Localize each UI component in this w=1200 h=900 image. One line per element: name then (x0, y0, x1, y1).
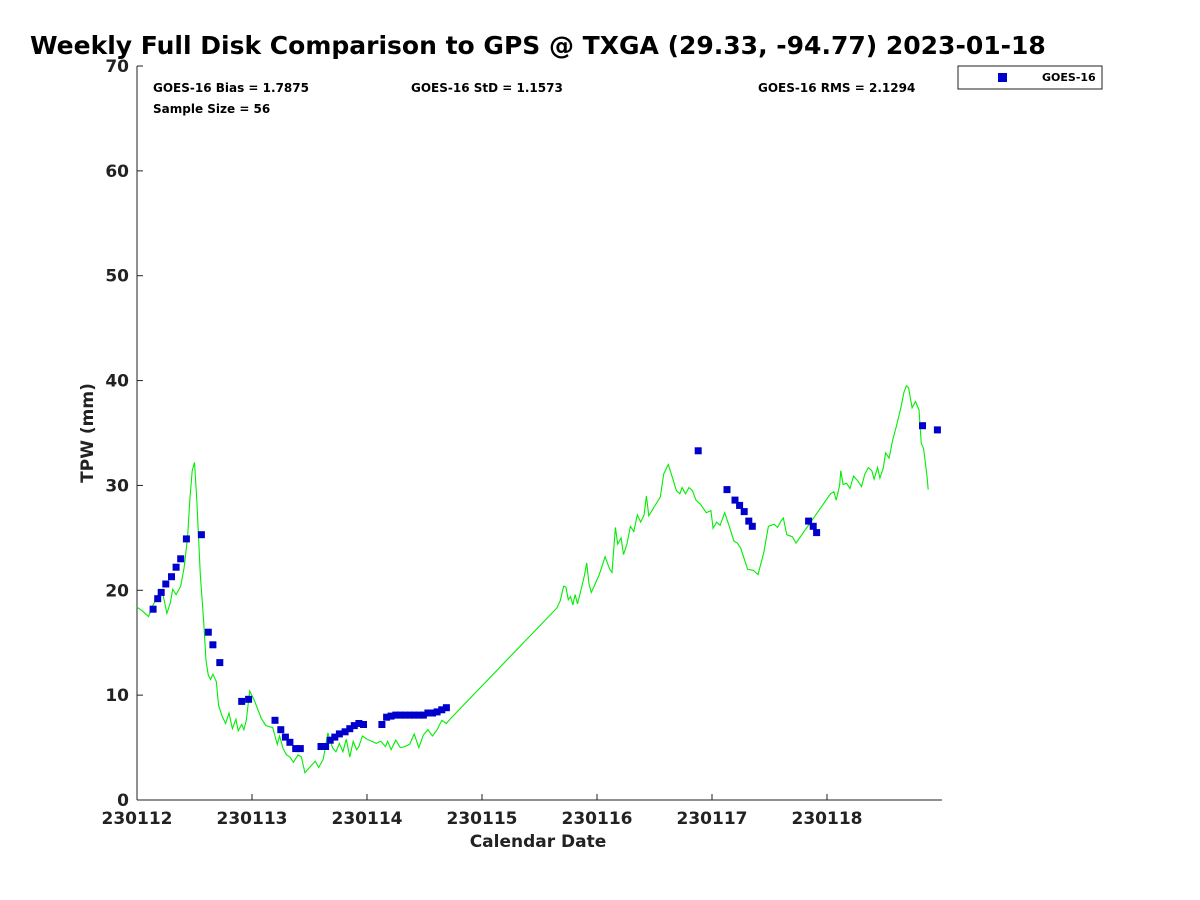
goes16-point (731, 496, 739, 504)
goes16-point (415, 711, 423, 719)
goes16-point (168, 573, 175, 581)
goes16-point (286, 738, 294, 746)
goes16-point (396, 711, 404, 719)
goes16-point (424, 709, 432, 717)
y-tick-label: 70 (105, 57, 129, 77)
y-tick-label: 40 (105, 372, 129, 392)
y-tick-label: 30 (105, 476, 129, 496)
x-tick-label: 230117 (677, 809, 748, 829)
goes16-point (296, 745, 304, 753)
x-axis: 230112 230113 230114 230115 230116 230117 2301… (102, 794, 863, 829)
goes16-point (154, 595, 162, 603)
goes16-point (355, 720, 363, 727)
legend-marker (998, 73, 1007, 82)
y-tick-label: 50 (105, 267, 129, 287)
goes16-point (392, 711, 400, 719)
goes16-point (736, 501, 744, 509)
y-tick-label: 60 (105, 162, 129, 182)
goes16-point (204, 628, 212, 636)
goes16-point (419, 711, 427, 719)
goes16-point (809, 522, 817, 530)
sample-size-stat: Sample Size = 56 (153, 102, 270, 116)
goes16-point (740, 508, 748, 516)
y-tick-label: 20 (105, 581, 129, 601)
goes16-point (162, 580, 170, 588)
x-tick-label: 230118 (792, 809, 863, 829)
goes16-point (326, 736, 334, 744)
goes16-point (933, 426, 941, 434)
goes16-point (410, 711, 418, 719)
goes16-point (341, 728, 349, 736)
goes16-point (331, 733, 339, 741)
goes16-point (149, 605, 157, 613)
goes16-point (350, 722, 358, 730)
goes16-point (281, 733, 289, 741)
legend-box (957, 65, 1103, 90)
goes16-point (335, 730, 343, 738)
goes16-point (238, 697, 246, 705)
goes16-point (271, 716, 279, 724)
goes16-point (805, 517, 813, 525)
goes16-point (277, 726, 285, 734)
goes16-point (813, 529, 821, 537)
goes16-point (383, 713, 391, 721)
x-tick-label: 230113 (217, 809, 288, 829)
goes16-point (317, 743, 325, 750)
goes16-point (378, 721, 386, 728)
goes16-point (438, 706, 446, 714)
gps-tpw-line (136, 384, 929, 774)
goes16-point (694, 447, 702, 455)
goes16-point (387, 712, 395, 720)
x-tick-label: 230114 (332, 809, 403, 829)
rms-stat: GOES-16 RMS = 2.1294 (758, 81, 915, 95)
std-stat: GOES-16 StD = 1.1573 (411, 81, 563, 95)
goes16-point (723, 486, 731, 494)
goes16-point (177, 555, 185, 563)
legend-label: GOES-16 (1042, 71, 1096, 84)
goes16-point (442, 704, 450, 712)
series-layer (136, 384, 941, 774)
goes16-point (182, 535, 190, 543)
x-tick-label: 230112 (102, 809, 173, 829)
goes16-point (216, 659, 224, 667)
goes16-point (406, 711, 414, 719)
goes16-point (157, 588, 165, 596)
goes16-point (401, 711, 409, 719)
x-tick-label: 230115 (447, 809, 518, 829)
y-axis: 0 10 20 30 40 50 60 70 (105, 57, 143, 811)
legend: GOES-16 (957, 65, 1103, 90)
goes16-point (245, 695, 253, 703)
goes16-point (209, 641, 217, 649)
y-axis-label: TPW (mm) (78, 383, 98, 483)
x-axis-label: Calendar Date (470, 832, 607, 852)
y-tick-label: 0 (117, 791, 129, 811)
x-tick-label: 230116 (562, 809, 633, 829)
goes16-point (745, 517, 753, 525)
goes16-point (433, 708, 441, 716)
goes16-point (360, 721, 367, 728)
goes16-point (292, 745, 300, 753)
goes16-point (346, 725, 354, 733)
bias-stat: GOES-16 Bias = 1.7875 (153, 81, 309, 95)
y-tick-label: 10 (105, 686, 129, 706)
goes16-point (748, 522, 756, 530)
chart-title: Weekly Full Disk Comparison to GPS @ TXG… (30, 31, 1046, 60)
goes16-point (919, 422, 926, 430)
goes16-point (197, 531, 205, 539)
goes16-point (429, 709, 436, 717)
goes16-point (322, 743, 330, 750)
plot-area (136, 65, 943, 801)
goes16-point (172, 563, 180, 571)
